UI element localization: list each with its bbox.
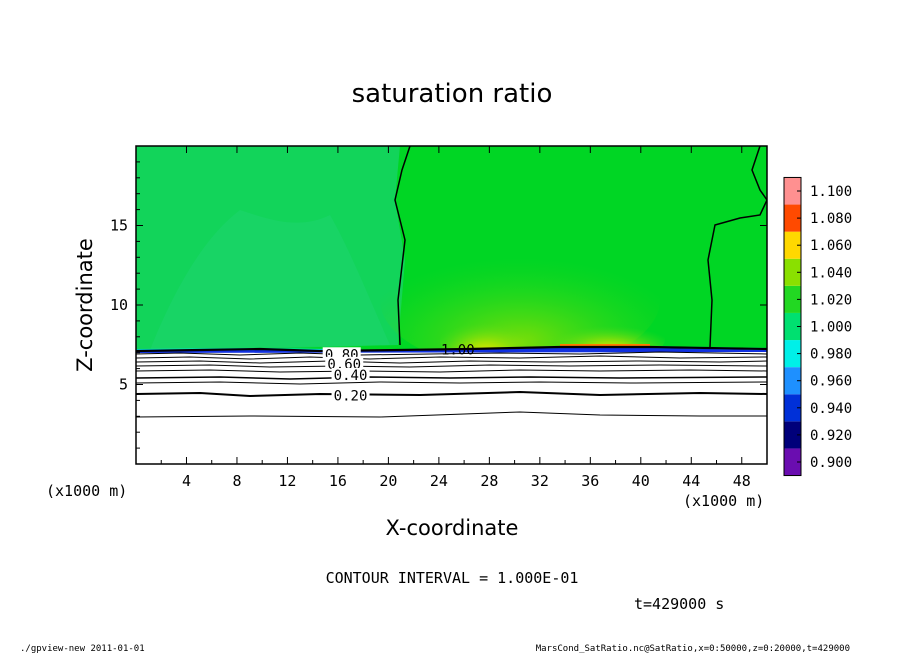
x-tick-label: 32 — [531, 472, 549, 490]
lower-region — [136, 352, 767, 464]
contour-0-70 — [136, 360, 767, 364]
footer-left: ./gpview-new 2011-01-01 — [20, 644, 145, 654]
contour-label: 0.20 — [334, 389, 368, 405]
contour-0-90 — [136, 351, 767, 356]
colorbar-swatch — [784, 177, 801, 205]
contour-0-40 — [136, 376, 767, 380]
colorbar-swatch — [784, 231, 801, 259]
field-left-cool-patch — [150, 210, 390, 350]
contour-0-20 — [136, 390, 767, 398]
colorbar-label: 1.020 — [810, 292, 852, 308]
contour-interval-note: CONTOUR INTERVAL = 1.000E-01 — [326, 569, 579, 587]
contour-1-00-left-edge — [394, 146, 411, 346]
colorbar-label: 0.900 — [810, 455, 852, 471]
y-tick-label: 5 — [119, 376, 128, 394]
x-tick-label: 48 — [733, 472, 751, 490]
contour-lines — [136, 146, 767, 418]
colorbar-swatch — [784, 421, 801, 449]
contour-0-80 — [136, 355, 767, 360]
footer-right: MarsCond_SatRatio.nc@SatRatio,x=0:50000,… — [536, 644, 850, 654]
colorbar-swatch — [784, 340, 801, 368]
colorbar-swatch — [784, 285, 801, 313]
plot-area: 1.000.800.600.400.20 — [136, 146, 767, 464]
colorbar-label: 0.960 — [810, 374, 852, 390]
colorbar: 0.900 0.920 0.940 0.960 0.980 1.000 1.020 1.040… — [783, 176, 852, 477]
x-tick-label: 28 — [480, 472, 498, 490]
y-tick-label: 10 — [110, 296, 128, 314]
contour-label: 1.00 — [441, 343, 475, 359]
y-unit-label: (x1000 m) — [46, 482, 127, 500]
contour-label-bg — [331, 367, 370, 381]
colorbar-swatch — [784, 204, 801, 232]
contour-0-30 — [136, 381, 767, 385]
contour-0-50 — [136, 369, 767, 373]
colorbar-label: 0.940 — [810, 401, 852, 417]
colorbar-label: 1.060 — [810, 238, 852, 254]
colorbar-swatch — [784, 394, 801, 422]
contour-0-10 — [136, 411, 767, 418]
contour-label-bg — [325, 356, 364, 370]
contour-label-bg — [331, 388, 370, 402]
colorbar-label: 1.040 — [810, 265, 852, 281]
colorbar-swatch — [784, 367, 801, 395]
colorbar-label: 0.980 — [810, 347, 852, 363]
x-tick-label: 8 — [232, 472, 241, 490]
x-tick-label: 20 — [379, 472, 397, 490]
x-axis: 4 8 12 16 20 24 28 32 36 40 44 48 — [160, 146, 751, 490]
colorbar-swatch — [784, 312, 801, 341]
x-axis-title: X-coordinate — [386, 516, 519, 540]
colorbar-swatch — [784, 448, 801, 476]
colorbar-swatch — [784, 258, 801, 286]
colorbar-label: 0.920 — [810, 428, 852, 444]
contour-label: 0.40 — [334, 368, 368, 384]
colorbar-label: 1.100 — [810, 184, 852, 200]
x-tick-label: 44 — [682, 472, 700, 490]
contour-0-60 — [136, 364, 767, 368]
contour-1-00-right-edge — [707, 199, 767, 348]
x-tick-label: 24 — [430, 472, 448, 490]
y-axis: 5 10 15 — [110, 161, 767, 449]
colorbar-label: 1.000 — [810, 320, 852, 336]
x-tick-label: 16 — [329, 472, 347, 490]
x-tick-label: 12 — [278, 472, 296, 490]
x-tick-label: 4 — [182, 472, 191, 490]
contour-labels: 1.000.800.600.400.20 — [322, 343, 475, 405]
x-tick-label: 40 — [632, 472, 650, 490]
time-note: t=429000 s — [634, 595, 724, 613]
x-tick-label: 36 — [581, 472, 599, 490]
contour-1-00-boundary — [136, 345, 767, 353]
y-axis-title: Z-coordinate — [73, 238, 97, 372]
contour-1-00-top-right — [751, 146, 767, 201]
y-tick-label: 15 — [110, 217, 128, 235]
colorbar-label: 1.080 — [810, 211, 852, 227]
chart-title: saturation ratio — [352, 79, 553, 109]
x-unit-label: (x1000 m) — [683, 492, 764, 510]
